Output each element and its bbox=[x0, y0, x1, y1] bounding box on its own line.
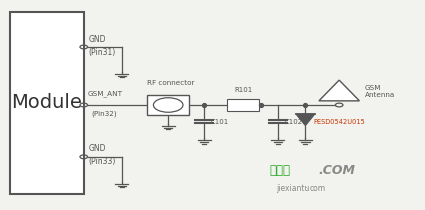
Text: GSM_ANT: GSM_ANT bbox=[88, 90, 123, 97]
Text: GSM
Antenna: GSM Antenna bbox=[365, 85, 395, 98]
Text: R101: R101 bbox=[234, 87, 252, 93]
FancyBboxPatch shape bbox=[147, 95, 189, 115]
Text: Module: Module bbox=[11, 93, 82, 112]
Text: .COM: .COM bbox=[318, 164, 355, 177]
Text: (Pin32): (Pin32) bbox=[91, 110, 117, 117]
Text: GND: GND bbox=[89, 144, 106, 154]
Text: (Pin33): (Pin33) bbox=[89, 158, 116, 167]
Text: C101: C101 bbox=[210, 119, 229, 125]
Text: ·: · bbox=[305, 184, 307, 193]
FancyBboxPatch shape bbox=[10, 12, 84, 194]
Text: GND: GND bbox=[89, 35, 106, 44]
Text: PESD0542U015: PESD0542U015 bbox=[313, 119, 365, 125]
Text: C102: C102 bbox=[284, 119, 303, 125]
Text: com: com bbox=[310, 184, 326, 193]
Text: jiexiantu: jiexiantu bbox=[276, 184, 309, 193]
FancyBboxPatch shape bbox=[227, 99, 259, 111]
Text: RF connector: RF connector bbox=[147, 80, 194, 86]
Text: (Pin31): (Pin31) bbox=[89, 48, 116, 57]
Polygon shape bbox=[319, 80, 360, 101]
Polygon shape bbox=[296, 114, 314, 126]
Text: 接线图: 接线图 bbox=[269, 164, 291, 177]
